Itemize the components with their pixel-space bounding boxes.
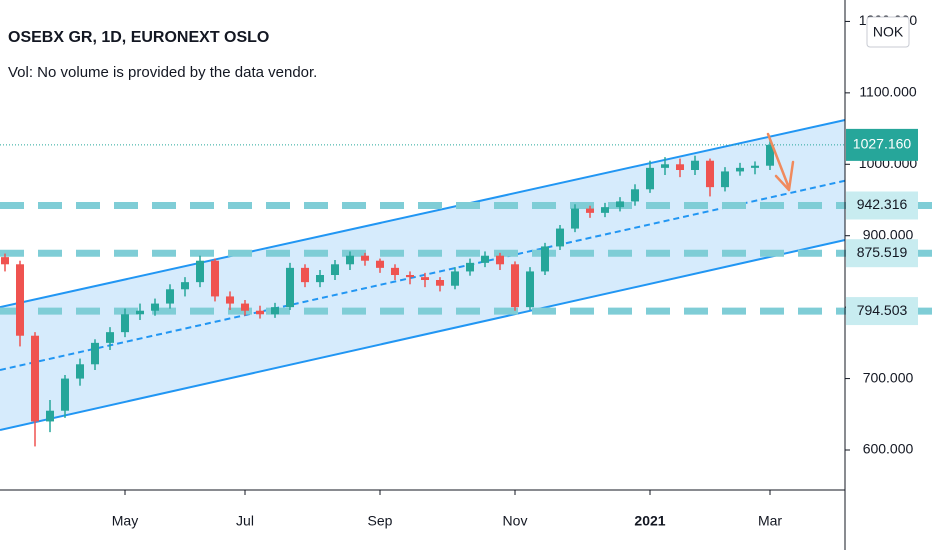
candle-body bbox=[121, 314, 129, 333]
candle-body bbox=[91, 342, 99, 365]
x-tick-label: 2021 bbox=[634, 513, 665, 529]
y-tick-label: 700.000 bbox=[863, 369, 914, 385]
candle-body bbox=[271, 307, 279, 315]
price-axis: 600.000700.000800.000900.0001000.0001100… bbox=[845, 12, 918, 457]
currency-box[interactable] bbox=[866, 16, 910, 48]
candle-body bbox=[421, 277, 429, 280]
candle-body bbox=[136, 310, 144, 315]
candle-body bbox=[676, 164, 684, 170]
candle-body bbox=[736, 167, 744, 172]
candle-body bbox=[211, 260, 219, 297]
candle-body bbox=[751, 165, 759, 168]
candle-body bbox=[646, 167, 654, 190]
candle-body bbox=[286, 267, 294, 308]
level-label-box bbox=[846, 191, 918, 220]
channel-lower bbox=[0, 239, 846, 431]
candle-body bbox=[151, 303, 159, 311]
channel-middle bbox=[0, 179, 846, 371]
candle-body bbox=[106, 332, 114, 343]
candle-body bbox=[571, 208, 579, 229]
level-label: 942.316 bbox=[857, 196, 908, 212]
channel-upper bbox=[0, 119, 846, 309]
candle-body bbox=[451, 271, 459, 286]
candle-body bbox=[1, 257, 9, 265]
candle-body bbox=[481, 255, 489, 263]
chart-subtitle: Vol: No volume is provided by the data v… bbox=[8, 64, 317, 81]
candle-body bbox=[301, 267, 309, 283]
candle-body bbox=[256, 310, 264, 315]
candle-body bbox=[391, 267, 399, 275]
candle-body bbox=[76, 364, 84, 379]
drawn-arrow bbox=[766, 132, 795, 192]
candle-body bbox=[766, 144, 774, 166]
candle-body bbox=[196, 260, 204, 283]
candle-body bbox=[241, 303, 249, 311]
x-tick-label: Nov bbox=[503, 513, 528, 529]
candle-body bbox=[466, 262, 474, 272]
candle-body bbox=[331, 264, 339, 275]
candle-body bbox=[556, 228, 564, 247]
level-label-box bbox=[846, 239, 918, 268]
candle-body bbox=[166, 289, 174, 304]
x-tick-label: Sep bbox=[368, 513, 393, 529]
candle-body bbox=[526, 271, 534, 308]
candle-body bbox=[406, 275, 414, 278]
candle-body bbox=[361, 255, 369, 261]
candle-body bbox=[706, 160, 714, 188]
last-price-label: 1027.160 bbox=[853, 136, 912, 152]
candle-body bbox=[661, 164, 669, 168]
candle-body bbox=[511, 264, 519, 308]
candle-body bbox=[31, 335, 39, 422]
level-label: 875.519 bbox=[857, 244, 908, 260]
candle-body bbox=[346, 255, 354, 265]
candle-body bbox=[541, 246, 549, 272]
candle-body bbox=[691, 160, 699, 170]
last-price-box bbox=[846, 128, 918, 161]
level-label: 794.503 bbox=[857, 302, 908, 318]
candle-body bbox=[601, 207, 609, 213]
candle-body bbox=[436, 280, 444, 286]
level-label-box bbox=[846, 297, 918, 326]
plot-area bbox=[0, 119, 932, 447]
candle-body bbox=[46, 410, 54, 422]
candle-body bbox=[496, 255, 504, 265]
y-tick-label: 1100.000 bbox=[859, 84, 917, 100]
candle-body bbox=[226, 296, 234, 304]
currency[interactable]: NOK bbox=[873, 24, 904, 40]
chart-title: OSEBX GR, 1D, EURONEXT OSLO bbox=[8, 29, 269, 46]
candle-body bbox=[631, 189, 639, 202]
candle-body bbox=[586, 208, 594, 213]
candle-body bbox=[721, 171, 729, 188]
candle-body bbox=[376, 260, 384, 268]
x-tick-label: Jul bbox=[236, 513, 254, 529]
candle-body bbox=[316, 275, 324, 283]
candle-body bbox=[16, 264, 24, 336]
y-tick-label: 600.000 bbox=[863, 441, 914, 457]
candle-body bbox=[616, 201, 624, 208]
candle-body bbox=[61, 378, 69, 411]
x-tick-label: Mar bbox=[758, 513, 782, 529]
y-tick-label: 900.000 bbox=[863, 226, 914, 242]
x-tick-label: May bbox=[112, 513, 138, 529]
candle-body bbox=[181, 282, 189, 290]
